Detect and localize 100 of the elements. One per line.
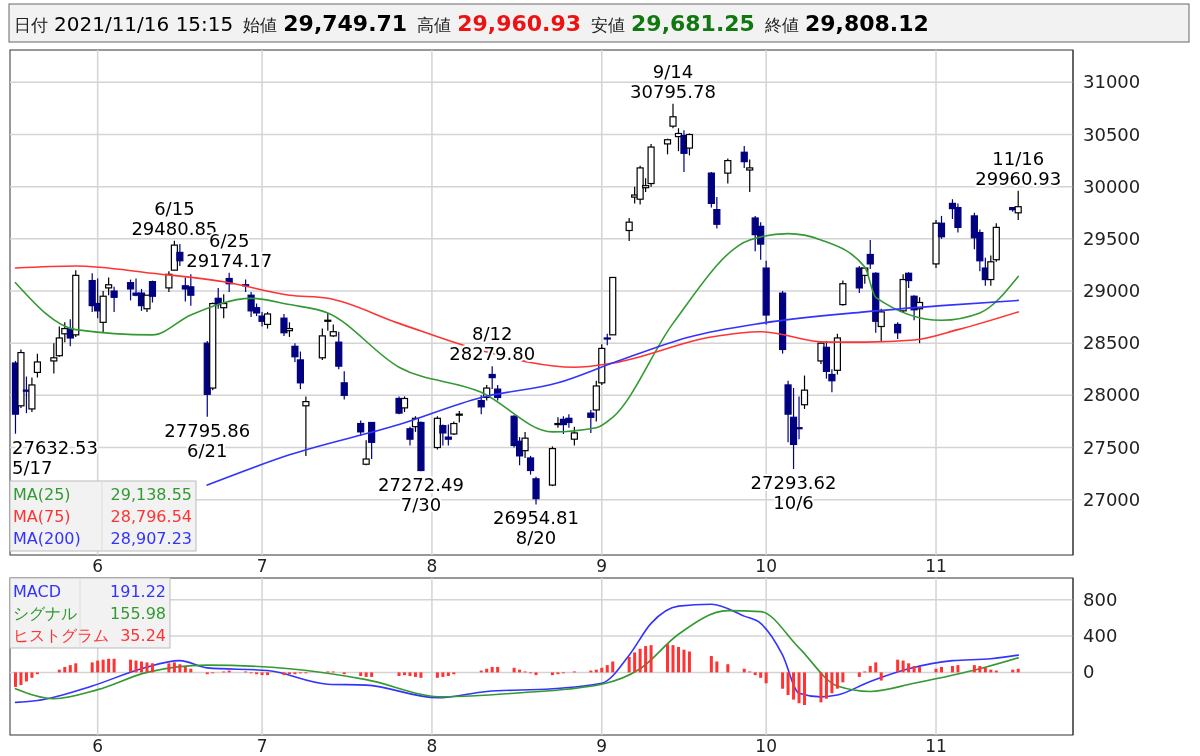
bar xyxy=(441,672,445,677)
y-tick-label: 400 xyxy=(1083,625,1118,647)
candlestick xyxy=(570,426,578,447)
bar xyxy=(134,660,138,673)
text: 終値 xyxy=(763,15,799,35)
annotation: 7/30 xyxy=(400,494,442,516)
bar xyxy=(19,672,23,686)
bar xyxy=(167,663,171,673)
bar xyxy=(419,672,423,678)
candlestick xyxy=(176,243,184,267)
y-tick-label: 31000 xyxy=(1083,71,1141,93)
bar xyxy=(90,662,94,673)
bar xyxy=(835,672,839,689)
bar xyxy=(129,659,133,673)
candlestick xyxy=(587,409,595,434)
annotation: 27795.86 xyxy=(164,419,251,441)
candlestick xyxy=(740,145,748,169)
bar xyxy=(534,672,538,676)
bar xyxy=(408,672,412,677)
annotation: 28,907.23 xyxy=(110,529,192,548)
bar xyxy=(978,666,982,673)
annotation: 29,138.55 xyxy=(110,485,192,504)
candlestick xyxy=(866,239,874,270)
candlestick xyxy=(302,395,310,457)
bar xyxy=(30,672,34,678)
candlestick xyxy=(406,426,414,447)
y-tick-label: 28000 xyxy=(1083,384,1141,406)
bar xyxy=(107,658,111,673)
candlestick xyxy=(335,331,343,370)
bar xyxy=(687,651,691,673)
bar xyxy=(753,672,757,676)
text: 2021/11/16 15:15 xyxy=(54,12,234,36)
bar xyxy=(671,645,675,673)
text: 始値 xyxy=(243,15,278,35)
bar xyxy=(950,666,954,673)
y-tick-label: 30500 xyxy=(1083,123,1141,145)
x-tick-label: 11 xyxy=(925,556,947,576)
candlestick xyxy=(521,431,529,459)
text: 29,808.12 xyxy=(804,11,929,36)
annotation: 10/6 xyxy=(773,492,814,514)
candlestick xyxy=(28,377,36,413)
bar xyxy=(627,656,631,673)
candlestick xyxy=(368,421,376,460)
annotation: 5/17 xyxy=(12,456,53,478)
bar xyxy=(792,672,796,700)
x-tick-label: 7 xyxy=(256,736,268,756)
bar xyxy=(266,672,270,676)
bar xyxy=(397,672,401,677)
text: 29,681.25 xyxy=(631,11,755,36)
bar xyxy=(550,672,554,676)
candlestick xyxy=(126,278,135,302)
text: MA(200) xyxy=(13,529,81,548)
x-tick-label: 6 xyxy=(92,556,104,576)
candlestick xyxy=(532,476,540,506)
bar xyxy=(786,672,790,696)
bar xyxy=(972,665,976,673)
annotation: 35.24 xyxy=(120,626,166,645)
bar xyxy=(96,660,100,673)
bar xyxy=(912,666,916,673)
bar xyxy=(282,672,286,676)
bar xyxy=(145,662,149,673)
bar xyxy=(841,672,845,683)
bar xyxy=(644,646,648,673)
x-tick-label: 8 xyxy=(426,736,438,756)
text: シグナル xyxy=(13,604,77,623)
bar xyxy=(446,672,450,677)
bar xyxy=(709,656,713,673)
text: 日付 xyxy=(14,15,48,35)
bar xyxy=(682,649,686,673)
bar xyxy=(819,672,823,703)
bar xyxy=(781,672,785,689)
annotation: 28,796.54 xyxy=(110,507,192,526)
bar xyxy=(403,672,407,676)
y-tick-label: 800 xyxy=(1083,588,1118,610)
bar xyxy=(101,659,105,673)
annotation: 8/12 xyxy=(471,323,513,345)
y-tick-label: 30000 xyxy=(1083,175,1141,197)
annotation: 26954.81 xyxy=(493,507,579,529)
bar xyxy=(666,644,670,673)
annotation: 27632.53 xyxy=(12,436,98,458)
bar xyxy=(803,672,807,706)
bar xyxy=(359,672,363,677)
text: 29,749.71 xyxy=(283,11,408,36)
bar xyxy=(857,672,861,677)
annotation: 6/21 xyxy=(187,439,228,461)
bar xyxy=(435,672,439,678)
bar xyxy=(874,662,878,673)
bar xyxy=(940,666,943,673)
bar xyxy=(24,672,28,682)
bar xyxy=(496,666,500,673)
bar xyxy=(676,646,680,673)
bar xyxy=(638,648,642,673)
x-tick-label: 6 xyxy=(92,736,104,756)
bar xyxy=(370,672,374,677)
bar xyxy=(63,666,67,673)
candlestick xyxy=(110,286,118,313)
x-tick-label: 11 xyxy=(925,736,947,756)
bar xyxy=(830,672,834,694)
candlestick xyxy=(362,439,370,466)
annotation: 27272.49 xyxy=(378,474,464,496)
